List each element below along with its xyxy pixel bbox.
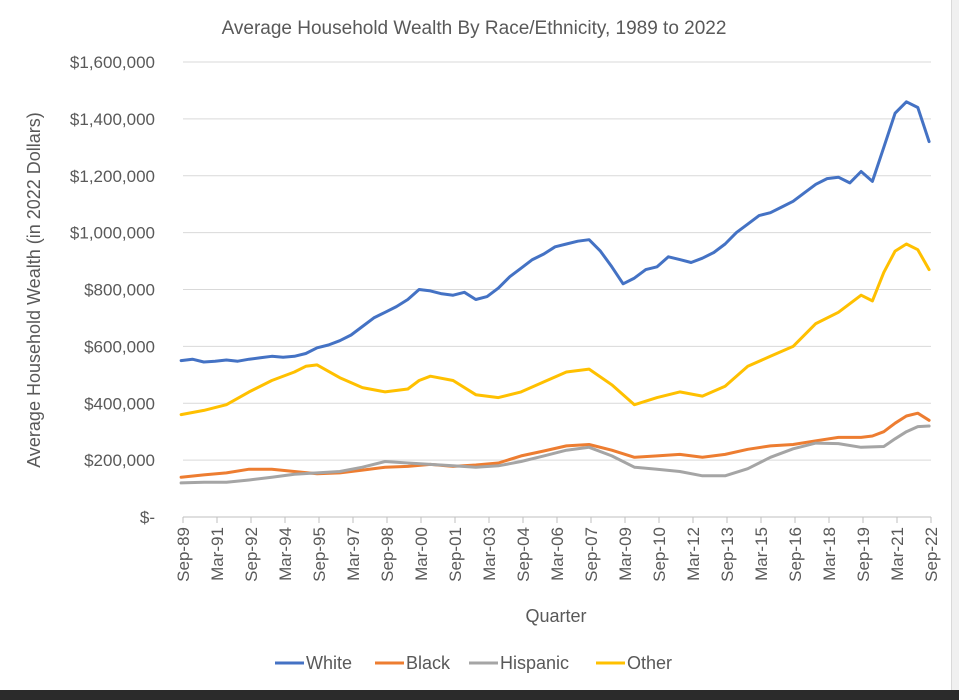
legend-label-white: White	[306, 653, 352, 673]
legend: White Black Hispanic Other	[275, 653, 672, 673]
x-tick-label: Mar-09	[616, 527, 635, 581]
x-tick-label: Mar-12	[684, 527, 703, 581]
series-line-hispanic	[179, 424, 931, 485]
scrollbar-track	[951, 0, 959, 690]
x-tick-label: Sep-92	[242, 527, 261, 582]
x-tick-label: Mar-03	[480, 527, 499, 581]
x-tick-label: Mar-18	[820, 527, 839, 581]
x-tick-label: Sep-19	[854, 527, 873, 582]
y-tick-label: $1,400,000	[70, 110, 155, 129]
x-tick-label: Mar-21	[888, 527, 907, 581]
y-tick-label: $600,000	[84, 337, 155, 356]
y-axis: $- $200,000 $400,000 $600,000 $800,000 $1,000…	[70, 53, 155, 527]
series-line-black	[179, 411, 931, 479]
y-tick-label: $1,000,000	[70, 224, 155, 243]
x-tick-label: Mar-94	[276, 527, 295, 581]
legend-label-hispanic: Hispanic	[500, 653, 569, 673]
chart-title: Average Household Wealth By Race/Ethnici…	[222, 18, 727, 39]
series-lines	[179, 100, 931, 485]
x-axis-title: Quarter	[525, 606, 586, 626]
x-tick-label: Sep-89	[174, 527, 193, 582]
y-tick-label: $1,600,000	[70, 53, 155, 72]
legend-label-black: Black	[406, 653, 451, 673]
x-tick-label: Mar-06	[548, 527, 567, 581]
x-tick-label: Sep-16	[786, 527, 805, 582]
y-tick-label: $200,000	[84, 451, 155, 470]
x-tick-label: Mar-97	[344, 527, 363, 581]
y-axis-title: Average Household Wealth (in 2022 Dollar…	[24, 112, 44, 468]
series-line-white	[179, 100, 931, 364]
x-tick-label: Sep-95	[310, 527, 329, 582]
y-tick-label: $1,200,000	[70, 167, 155, 186]
y-tick-label: $400,000	[84, 394, 155, 413]
series-line-other	[179, 242, 931, 417]
legend-label-other: Other	[627, 653, 672, 673]
x-tick-label: Sep-04	[514, 527, 533, 582]
x-tick-label: Mar-00	[412, 527, 431, 581]
x-tick-label: Sep-22	[922, 527, 941, 582]
x-tick-label: Sep-07	[582, 527, 601, 582]
y-tick-label: $800,000	[84, 281, 155, 300]
x-axis: Sep-89 Mar-91 Sep-92 Mar-94 Sep-95 Mar-97 Sep-…	[174, 516, 941, 582]
window-bottom-bar	[0, 690, 959, 700]
x-tick-label: Sep-98	[378, 527, 397, 582]
x-tick-label: Sep-13	[718, 527, 737, 582]
y-tick-label: $-	[140, 508, 155, 527]
x-tick-label: Mar-91	[208, 527, 227, 581]
x-tick-label: Sep-01	[446, 527, 465, 582]
x-tick-label: Mar-15	[752, 527, 771, 581]
x-tick-label: Sep-10	[650, 527, 669, 582]
gridlines	[183, 61, 931, 461]
